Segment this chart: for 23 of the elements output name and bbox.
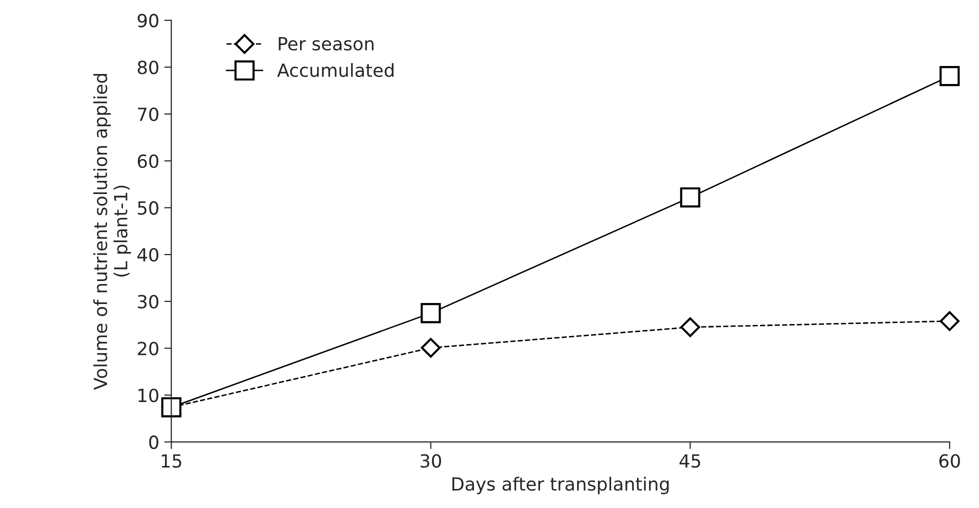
y-tick-label: 70 — [138, 107, 158, 122]
x-axis-title: Days after transplanting — [452, 476, 669, 494]
y-tick-label: 80 — [138, 60, 158, 74]
y-axis-title: Volume of nutrient solution applied (L plant-1) — [93, 74, 131, 390]
point — [161, 397, 182, 418]
x-tick-label: 30 — [420, 454, 442, 468]
point — [420, 303, 441, 324]
x-tick-label: 15 — [162, 454, 182, 468]
y-tick-label: 10 — [138, 388, 158, 402]
y-tick-label: 30 — [138, 294, 158, 309]
point — [940, 66, 960, 86]
point — [420, 338, 441, 358]
y-tick-label: 60 — [138, 154, 158, 168]
point — [680, 187, 700, 208]
y-tick-label: 90 — [138, 14, 158, 28]
x-tick-label: 45 — [680, 454, 700, 468]
legend-label: Accumulated — [277, 63, 394, 78]
y-tick-label: 0 — [149, 435, 158, 450]
y-tick-label: 40 — [137, 248, 158, 262]
y-tick-label: 50 — [138, 201, 158, 215]
legend-label: Per season — [278, 37, 374, 51]
x-tick-label: 60 — [939, 454, 960, 468]
y-tick-label: 20 — [138, 342, 158, 356]
